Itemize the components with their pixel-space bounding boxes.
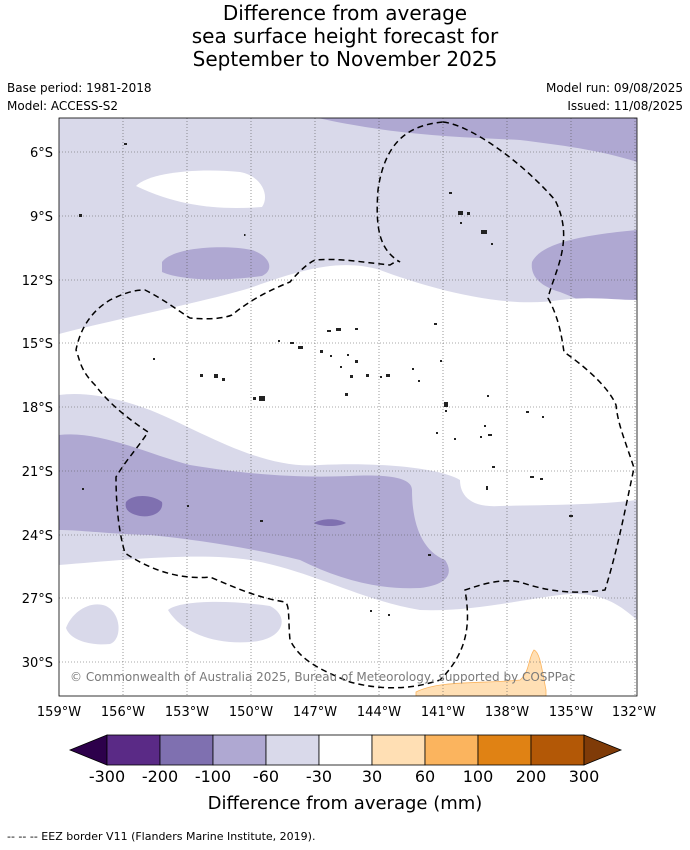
colorbar-segment-neg60	[265, 734, 320, 766]
colorbar: -300 -200 -100 -60 -30 30 60 100 200 300…	[68, 734, 623, 814]
colorbar-tick-pos300: 300	[569, 767, 600, 786]
anomaly-neg60-band-north	[318, 118, 637, 162]
anomaly-neg100-blob-west	[125, 496, 163, 517]
base-period: Base period: 1981-2018	[7, 81, 152, 95]
lat-label-24s: 24°S	[22, 529, 53, 544]
anomaly-near-zero-south	[59, 556, 637, 696]
colorbar-segment-neg200	[159, 734, 214, 766]
colorbar-segment-pos30	[371, 734, 426, 766]
lat-label-27s: 27°S	[22, 592, 53, 607]
lon-label-153w: 153°W	[165, 705, 209, 720]
graticule	[59, 118, 637, 696]
lon-label-159w: 159°W	[37, 705, 81, 720]
anomaly-neg60-blob-12s	[162, 247, 270, 280]
colorbar-tick-neg30: -30	[306, 767, 332, 786]
lat-label-9s: 9°S	[30, 210, 53, 225]
anomaly-neg30-patch-sw	[66, 604, 119, 645]
lat-label-21s: 21°S	[22, 465, 53, 480]
anomaly-pos30-patch	[415, 649, 547, 696]
colorbar-segment-neg300	[106, 734, 161, 766]
anomaly-neg60-band-south	[59, 434, 449, 589]
lon-label-132w: 132°W	[612, 705, 656, 720]
title-line-2: sea surface height forecast for	[191, 24, 499, 48]
colorbar-tick-neg200: -200	[142, 767, 178, 786]
lon-label-156w: 156°W	[101, 705, 145, 720]
colorbar-tick-neg60: -60	[253, 767, 279, 786]
model-name: Model: ACCESS-S2	[7, 99, 119, 113]
map-title: Difference from average sea surface heig…	[0, 2, 690, 71]
longitude-axis: 159°W 156°W 153°W 150°W 147°W 144°W 141°…	[37, 705, 656, 720]
anomaly-neg100-blob-central	[314, 519, 346, 526]
lat-label-6s: 6°S	[30, 146, 53, 161]
lat-label-15s: 15°S	[22, 337, 53, 352]
anomaly-near-zero-band	[59, 265, 637, 507]
colorbar-extend-low	[68, 734, 108, 766]
colorbar-segment-pos200	[530, 734, 585, 766]
colorbar-tick-pos200: 200	[516, 767, 547, 786]
eez-border	[75, 121, 635, 689]
model-run: Model run: 09/08/2025	[545, 81, 683, 95]
colorbar-tick-neg100: -100	[195, 767, 231, 786]
map-frame	[58, 117, 638, 697]
title-line-1: Difference from average	[222, 1, 468, 25]
anomaly-neg30-patch-south	[168, 601, 282, 643]
colorbar-tick-neg300: -300	[89, 767, 125, 786]
colorbar-tick-pos30: 30	[362, 767, 382, 786]
anomaly-near-zero-north	[136, 170, 266, 208]
islands	[79, 143, 573, 616]
colorbar-segment-neg100	[212, 734, 267, 766]
latitude-axis: 6°S 9°S 12°S 15°S 18°S 21°S 24°S 27°S 30…	[22, 146, 53, 671]
anomaly-shading	[59, 118, 637, 696]
lat-label-18s: 18°S	[22, 401, 53, 416]
lon-label-138w: 138°W	[485, 705, 529, 720]
lon-label-135w: 135°W	[549, 705, 593, 720]
meta-right: Model run: 09/08/2025 Issued: 11/08/2025	[546, 79, 683, 115]
colorbar-segment-pos100	[477, 734, 532, 766]
lat-label-12s: 12°S	[22, 274, 53, 289]
meta-left: Base period: 1981-2018 Model: ACCESS-S2	[7, 79, 152, 115]
colorbar-tick-pos60: 60	[415, 767, 435, 786]
colorbar-segment-neg30	[318, 734, 373, 766]
eez-legend-note: -- -- -- EEZ border V11 (Flanders Marine…	[7, 830, 316, 843]
anomaly-neg60-band-east	[531, 230, 637, 316]
issued-date: Issued: 11/08/2025	[567, 99, 683, 113]
colorbar-tick-pos100: 100	[463, 767, 494, 786]
lat-label-30s: 30°S	[22, 656, 53, 671]
map-panel: © Commonwealth of Australia 2025, Bureau…	[58, 117, 638, 697]
colorbar-title: Difference from average (mm)	[208, 793, 483, 814]
lon-label-147w: 147°W	[293, 705, 337, 720]
lon-label-144w: 144°W	[357, 705, 401, 720]
colorbar-extend-high	[583, 734, 623, 766]
copyright-notice: © Commonwealth of Australia 2025, Bureau…	[70, 670, 575, 684]
lon-label-150w: 150°W	[229, 705, 273, 720]
title-line-3: September to November 2025	[192, 47, 498, 71]
lon-label-141w: 141°W	[421, 705, 465, 720]
colorbar-segment-pos60	[424, 734, 479, 766]
